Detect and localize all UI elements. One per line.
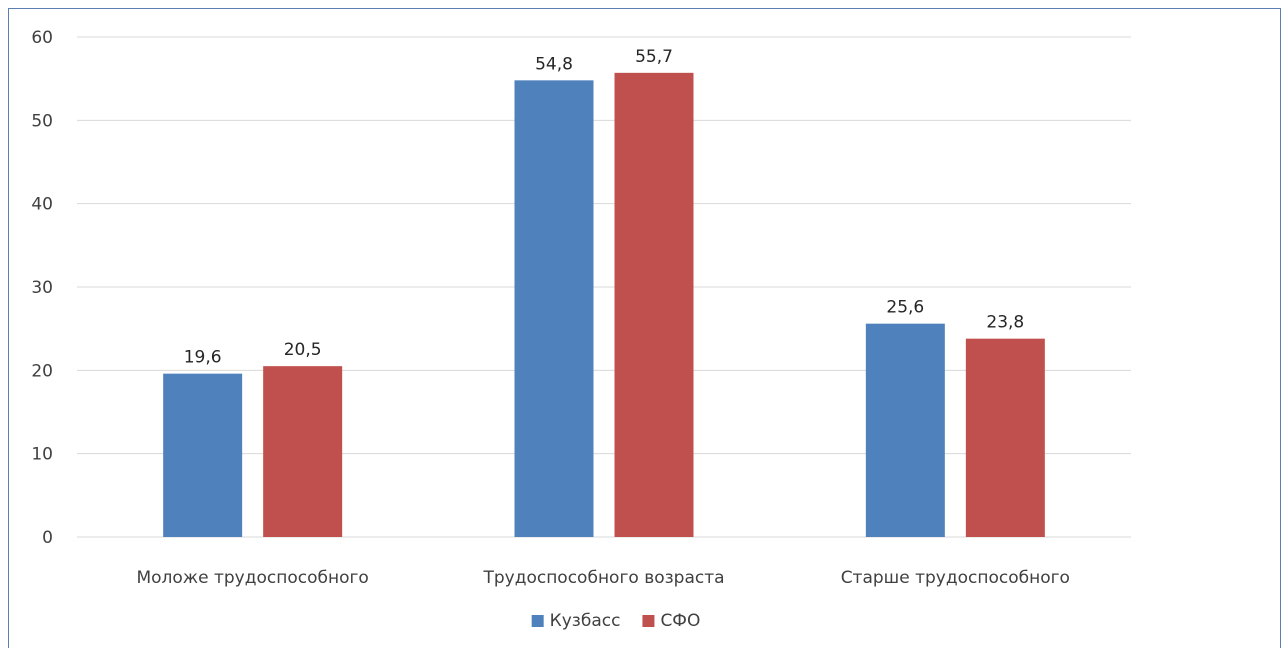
category-label: Трудоспособного возраста (482, 568, 724, 588)
y-axis-tick-labels: 0 10 20 30 40 50 60 (31, 28, 53, 548)
legend: Кузбасс СФО (531, 611, 700, 631)
y-tick-label: 20 (31, 361, 53, 381)
y-tick-label: 50 (31, 111, 53, 131)
data-label: 23,8 (986, 313, 1024, 333)
y-tick-label: 0 (42, 528, 53, 548)
y-tick-label: 60 (31, 28, 53, 48)
bars (163, 72, 1045, 538)
y-tick-label: 30 (31, 278, 53, 298)
data-label: 54,8 (535, 54, 573, 74)
bar-series-2 (965, 338, 1045, 537)
legend-label: Кузбасс (550, 611, 621, 631)
gridlines (77, 36, 1131, 538)
data-labels: 19,6 20,5 54,8 55,7 25,6 23,8 (184, 47, 1025, 368)
bar-series-2 (614, 72, 694, 538)
legend-label: СФО (660, 611, 700, 631)
legend-swatch (642, 615, 655, 627)
category-label: Старше трудоспособного (841, 568, 1070, 588)
data-label: 19,6 (184, 348, 222, 368)
y-tick-label: 40 (31, 195, 53, 215)
chart-frame: 0 10 20 30 40 50 60 19,6 20,5 54,8 55,7 25,6 23,8 М… (8, 8, 1281, 648)
data-label: 20,5 (284, 340, 322, 360)
category-label: Моложе трудоспособного (136, 568, 368, 588)
bar-series-1 (163, 373, 243, 537)
category-labels: Моложе трудоспособного Трудоспособного во… (136, 568, 1069, 588)
bar-series-1 (865, 323, 945, 537)
data-label: 25,6 (886, 298, 924, 318)
data-label: 55,7 (635, 47, 673, 67)
legend-swatch (531, 615, 544, 627)
bar-series-2 (263, 366, 343, 537)
bar-chart: 0 10 20 30 40 50 60 19,6 20,5 54,8 55,7 25,6 23,8 М… (31, 28, 1131, 631)
y-tick-label: 10 (31, 445, 53, 465)
bar-series-1 (514, 80, 594, 537)
